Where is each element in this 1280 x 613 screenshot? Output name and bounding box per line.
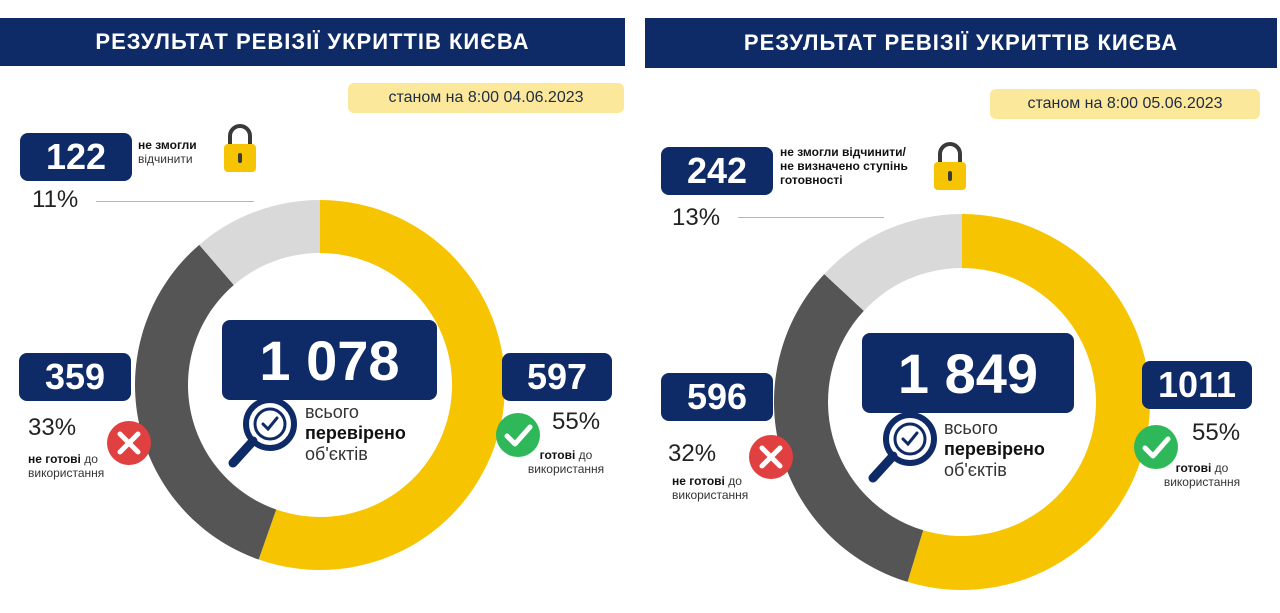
total-count-box: 1 078 [222, 320, 437, 400]
not-ready-percent: 32% [668, 440, 717, 467]
locked-label: не змогли відчинити [138, 138, 197, 166]
total-caption: всього перевірено об'єктів [944, 418, 1045, 480]
donut-slice-not-ready [135, 244, 277, 560]
donut-slice-locked [199, 200, 320, 285]
not-ready-label: не готові до використання [28, 452, 105, 480]
panel-04-06: РЕЗУЛЬТАТ РЕВІЗІЇ УКРИТТІВ КИЄВА станом … [0, 0, 630, 613]
panel-title: РЕЗУЛЬТАТ РЕВІЗІЇ УКРИТТІВ КИЄВА [0, 18, 625, 66]
cross-icon [749, 435, 793, 479]
check-icon [496, 413, 540, 457]
total-caption: всього перевірено об'єктів [305, 402, 406, 464]
check-icon [1134, 425, 1178, 469]
cross-icon [107, 421, 151, 465]
ready-percent: 55% [1192, 419, 1241, 446]
panel-title: РЕЗУЛЬТАТ РЕВІЗІЇ УКРИТТІВ КИЄВА [645, 18, 1277, 68]
not-ready-count-box: 359 [19, 353, 131, 401]
total-count-box: 1 849 [862, 333, 1074, 413]
donut-chart [774, 214, 1150, 590]
lock-icon [224, 124, 256, 172]
ready-label: готові до використання [1163, 461, 1241, 489]
not-ready-label: не готові до використання [672, 474, 749, 502]
ready-label: готові до використання [527, 448, 605, 476]
ready-count-box: 1011 [1142, 361, 1252, 409]
locked-count-box: 242 [661, 147, 773, 195]
lock-icon [934, 142, 966, 190]
magnifier-check-icon [868, 412, 937, 483]
locked-leader-line [96, 201, 254, 202]
not-ready-count-box: 596 [661, 373, 773, 421]
donut-slice-not-ready [774, 274, 924, 582]
donut-slice-ready [258, 199, 506, 570]
donut-slice-ready [907, 214, 1150, 590]
ready-percent: 55% [552, 408, 601, 435]
magnifier-check-icon [228, 397, 297, 468]
panel-05-06: РЕЗУЛЬТАТ РЕВІЗІЇ УКРИТТІВ КИЄВА станом … [640, 0, 1280, 613]
locked-label: не змогли відчинити/ не визначено ступін… [780, 145, 908, 187]
donut-slice-locked [824, 214, 962, 311]
date-badge: станом на 8:00 04.06.2023 [348, 83, 624, 113]
locked-count-box: 122 [20, 133, 132, 181]
ready-count-box: 597 [502, 353, 612, 401]
donut-chart [135, 199, 506, 570]
not-ready-percent: 33% [28, 414, 77, 441]
locked-percent: 13% [672, 204, 721, 231]
locked-percent: 11% [32, 186, 79, 213]
locked-leader-line [738, 217, 884, 218]
date-badge: станом на 8:00 05.06.2023 [990, 89, 1260, 119]
